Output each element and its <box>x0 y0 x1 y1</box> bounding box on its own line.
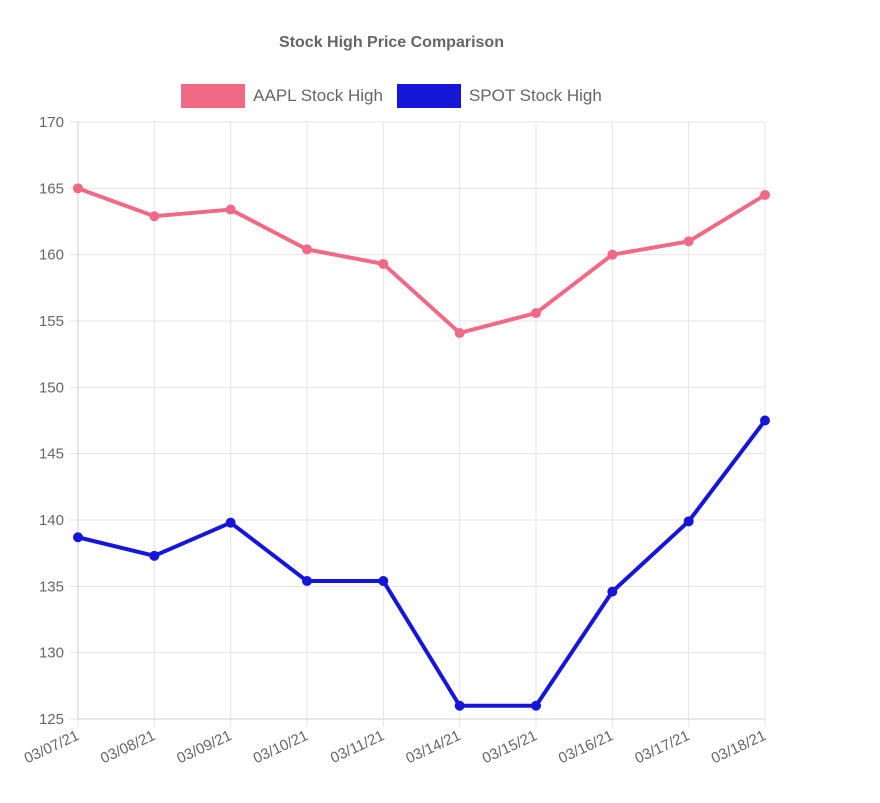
legend-label-aapl: AAPL Stock High <box>253 86 383 105</box>
x-tick-label: 03/08/21 <box>98 727 158 767</box>
legend-item-aapl[interactable]: AAPL Stock High <box>181 84 383 108</box>
y-tick-label: 135 <box>39 578 64 595</box>
x-tick-label: 03/17/21 <box>632 727 692 767</box>
data-point <box>73 532 83 543</box>
data-point <box>531 308 541 319</box>
data-point <box>454 327 465 338</box>
data-point <box>607 586 618 597</box>
x-tick-label: 03/10/21 <box>251 727 311 767</box>
data-point <box>302 244 312 255</box>
data-point <box>378 258 389 269</box>
data-point <box>225 517 236 528</box>
x-tick-label: 03/07/21 <box>22 727 82 767</box>
data-point <box>531 700 541 711</box>
y-tick-label: 160 <box>39 247 64 264</box>
x-tick-label: 03/18/21 <box>709 727 769 767</box>
legend-label-spot: SPOT Stock High <box>468 86 602 105</box>
data-point <box>683 516 694 527</box>
y-tick-label: 130 <box>39 645 64 662</box>
legend-swatch-spot <box>396 84 461 108</box>
data-point <box>149 211 160 222</box>
chart-title: Stock High Price Comparison <box>279 34 504 51</box>
x-tick-label: 03/14/21 <box>403 727 463 767</box>
legend-item-spot[interactable]: SPOT Stock High <box>396 84 602 108</box>
data-point <box>760 189 770 200</box>
y-tick-label: 155 <box>39 313 64 330</box>
legend-swatch-aapl <box>181 84 246 108</box>
data-point <box>73 183 83 194</box>
x-tick-label: 03/16/21 <box>556 727 616 767</box>
y-tick-label: 165 <box>39 180 64 197</box>
data-point <box>454 700 465 711</box>
data-point <box>760 415 770 426</box>
y-tick-label: 150 <box>39 379 64 396</box>
data-point <box>378 576 389 587</box>
series-line-1 <box>76 418 767 708</box>
y-tick-label: 170 <box>39 114 64 131</box>
data-point <box>683 236 694 247</box>
legend: AAPL Stock High SPOT Stock High <box>0 84 783 108</box>
series-line-0 <box>76 186 767 335</box>
data-point <box>302 576 312 587</box>
data-point <box>607 249 618 260</box>
data-point <box>225 204 236 215</box>
y-tick-label: 125 <box>39 711 64 728</box>
data-point <box>149 550 160 561</box>
x-tick-label: 03/09/21 <box>174 727 234 767</box>
x-tick-label: 03/15/21 <box>480 727 540 767</box>
y-tick-label: 145 <box>39 446 64 463</box>
x-tick-label: 03/11/21 <box>328 727 387 767</box>
y-tick-label: 140 <box>39 512 64 529</box>
